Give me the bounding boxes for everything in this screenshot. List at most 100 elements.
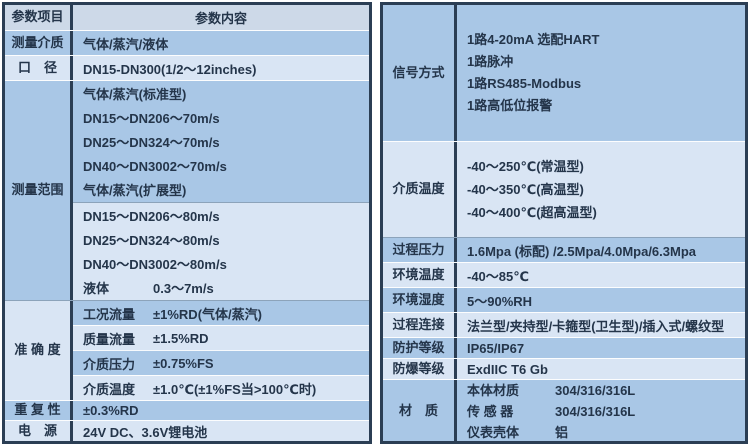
spec-line: -40～350℃(高温型) [467,178,745,201]
section-label: 信号方式 [383,5,457,141]
cell-value: 304/316/316L [555,404,636,419]
cell-value: ±1.0℃(±1%FS当>100℃时) [153,381,317,397]
parameter-table-right: 信号方式 1路4-20mA 选配HART 1路脉冲 1路RS485-Modbus 1路高… [380,2,748,444]
cell-key: 传 感 器 [467,404,514,419]
spec-row: ±0.3%RD [73,401,369,420]
spec-row: 5～90%RH [457,288,745,312]
spec-row: 1.6Mpa (标配) /2.5Mpa/4.0Mpa/6.3Mpa [457,238,745,262]
spec-section: 过程压力 1.6Mpa (标配) /2.5Mpa/4.0Mpa/6.3Mpa [383,237,745,262]
cell-text: DN15-DN300(1/2～12inches) [83,61,257,77]
cell-value: 4～80m/s [162,232,220,248]
cell-text: 法兰型/夹持型/卡箍型(卫生型)/插入式/螺纹型 [467,318,725,334]
cell-text: 5～90%RH [467,293,533,309]
cell-key: DN25～DN32 [83,135,163,151]
section-label: 环境温度 [383,263,457,287]
spec-row: DN40～DN300 2～80m/s [73,251,369,276]
spec-row: DN15～DN20 6～80m/s [73,202,369,228]
section-content: 气体/蒸汽/液体 [73,31,369,55]
header-param-content-cell: 参数内容 [73,5,369,30]
spec-section: 信号方式 1路4-20mA 选配HART 1路脉冲 1路RS485-Modbus 1路高… [383,5,745,141]
section-label: 过程连接 [383,313,457,337]
section-label: 重 复 性 [5,401,73,420]
parameter-table-left: 参数项目 参数内容 测量介质 气体/蒸汽/液体口 径 DN15-DN300(1/2～… [2,2,372,444]
cell-key: DN40～DN300 [83,159,170,175]
cell-text: ±0.3%RD [83,403,139,418]
spec-section: 环境温度 -40～85℃ [383,262,745,287]
cell-key: 仪表壳体 [467,425,520,440]
cell-value: ±1%RD(气体/蒸汽) [153,306,262,322]
spec-section: 防护等级 IP65/IP67 [383,337,745,358]
cell-text: 1路高低位报警 [467,98,553,113]
spec-section: 防爆等级 ExdIIC T6 Gb [383,358,745,379]
cell-text: 1路脉冲 [467,54,514,69]
spec-section: 口 径 DN15-DN300(1/2～12inches) [5,55,369,80]
spec-row: 介质压力 ±0.75%FS [73,350,369,375]
section-label: 准 确 度 [5,301,73,400]
spec-row: 气体/蒸汽(标准型) [73,81,369,106]
spec-row: -40～85℃ [457,263,745,287]
multiline-cell: -40～250℃(常温型) -40～350℃(高温型) -40～400℃(超高温型) [457,142,745,237]
cell-text: -40～350℃(高温型) [467,182,584,197]
section-label: 过程压力 [383,238,457,262]
section-content: ExdIIC T6 Gb [457,359,745,379]
cell-value: 2～70m/s [169,159,227,175]
cell-text: 1路RS485-Modbus [467,76,582,91]
section-label: 防爆等级 [383,359,457,379]
section-label: 材 质 [383,380,457,441]
cell-key: DN25～DN32 [83,232,163,248]
cell-text: IP65/IP67 [467,340,525,356]
cell-text: ExdIIC T6 Gb [467,361,548,377]
spec-row: 24V DC、3.6V锂电池 [73,421,369,441]
left-table-body: 测量介质 气体/蒸汽/液体口 径 DN15-DN300(1/2～12inches) 测… [5,30,369,441]
spec-section: 介质温度 -40～250℃(常温型) -40～350℃(高温型) -40～400℃(超… [383,141,745,237]
cell-key: DN40～DN300 [83,257,170,273]
section-content: ±0.3%RD [73,401,369,420]
spec-row: IP65/IP67 [457,338,745,358]
section-content: -40～85℃ [457,263,745,287]
spec-row: DN15～DN20 6～70m/s [73,105,369,130]
spec-row: 气体/蒸汽/液体 [73,31,369,55]
section-label: 防护等级 [383,338,457,358]
section-content: 气体/蒸汽(标准型) DN15～DN20 6～70m/s DN25～DN32 4～70m… [73,81,369,300]
spec-section: 材 质本体材质 304/316/316L 传 感 器 304/316/316L 仪表壳体… [383,379,745,441]
cell-key: DN15～DN20 [83,110,163,126]
spec-section: 过程连接 法兰型/夹持型/卡箍型(卫生型)/插入式/螺纹型 [383,312,745,337]
spec-line: -40～250℃(常温型) [467,155,745,178]
cell-key: 介质温度 [83,381,136,397]
spec-row: DN15-DN300(1/2～12inches) [73,56,369,80]
spec-row: 质量流量 ±1.5%RD [73,325,369,350]
spec-line: 1路RS485-Modbus [467,73,745,95]
section-label: 测量介质 [5,31,73,55]
cell-key: 液体 [83,281,110,297]
section-content: 本体材质 304/316/316L 传 感 器 304/316/316L 仪表壳体 铝 [457,380,745,441]
section-content: 24V DC、3.6V锂电池 [73,421,369,441]
cell-value: 304/316/316L [555,383,636,398]
section-label: 口 径 [5,56,73,80]
section-label: 介质温度 [383,142,457,237]
cell-key: 工况流量 [83,306,136,322]
cell-text: -40～250℃(常温型) [467,159,584,174]
section-content: DN15-DN300(1/2～12inches) [73,56,369,80]
spec-row: 工况流量 ±1%RD(气体/蒸汽) [73,301,369,325]
header-param-content: 参数内容 [194,11,247,26]
section-content: IP65/IP67 [457,338,745,358]
spec-section: 重 复 性 ±0.3%RD [5,400,369,420]
section-label: 电 源 [5,421,73,441]
spec-line: 1路4-20mA 选配HART [467,29,745,51]
section-content: 1路4-20mA 选配HART 1路脉冲 1路RS485-Modbus 1路高低位报警 [457,5,745,141]
table-header-row: 参数项目 参数内容 [5,5,369,30]
spec-line: -40～400℃(超高温型) [467,201,745,224]
cell-text: -40～85℃ [467,268,529,284]
spec-line: 本体材质 304/316/316L [467,380,745,401]
header-param-item: 参数项目 [5,5,73,30]
cell-key: 本体材质 [467,383,520,398]
spec-line: 传 感 器 304/316/316L [467,401,745,422]
cell-text: 气体/蒸汽/液体 [83,36,169,52]
spec-row: 液体 0.3～7m/s [73,275,369,300]
spec-section: 环境湿度 5～90%RH [383,287,745,312]
spec-row: 法兰型/夹持型/卡箍型(卫生型)/插入式/螺纹型 [457,313,745,337]
spec-row: ExdIIC T6 Gb [457,359,745,379]
spec-section: 准 确 度工况流量 ±1%RD(气体/蒸汽) 质量流量 ±1.5%RD 介质压力 ±0.7… [5,300,369,400]
section-content: 1.6Mpa (标配) /2.5Mpa/4.0Mpa/6.3Mpa [457,238,745,262]
